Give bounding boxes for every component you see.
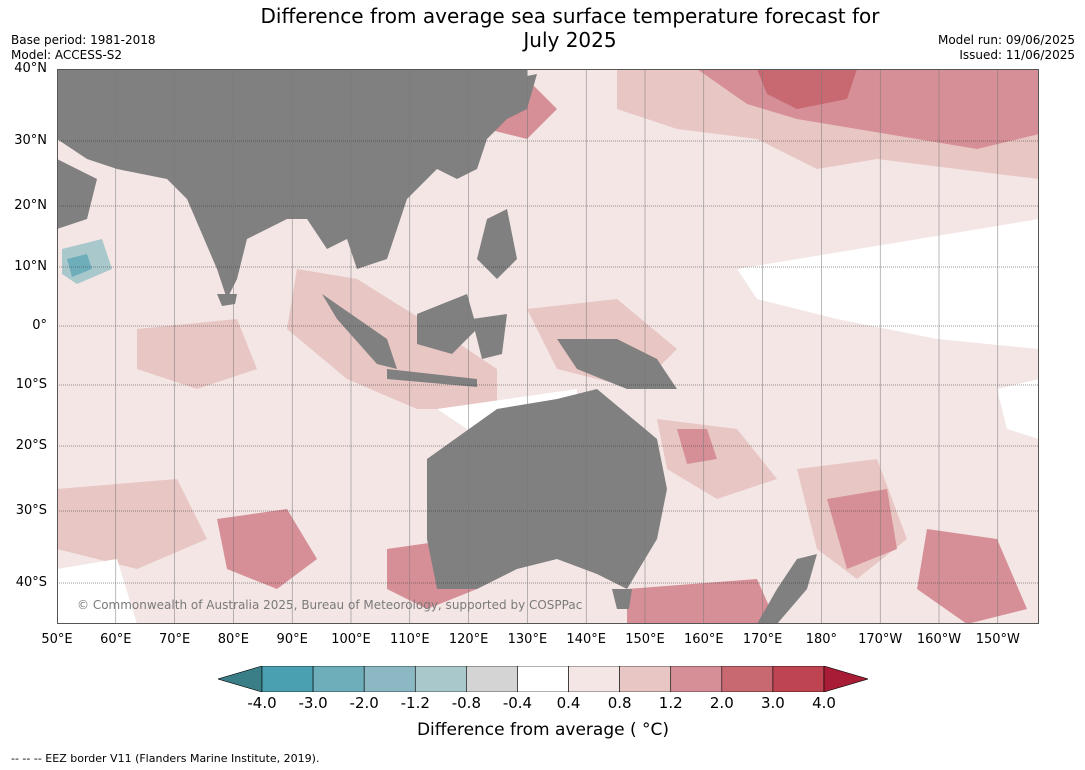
colorbar-tick-label: -2.0 xyxy=(349,694,379,712)
colorbar-segment xyxy=(466,666,518,692)
title-line-2: July 2025 xyxy=(523,28,617,52)
colorbar-segment xyxy=(517,666,569,692)
anomaly-area-sumatra xyxy=(287,269,497,409)
colorbar-tick-label: 0.4 xyxy=(556,694,581,712)
new-guinea xyxy=(557,339,677,389)
graticule xyxy=(57,69,1039,624)
anomaly-area-southwest-indian xyxy=(57,479,207,569)
longitude-label: 160°E xyxy=(684,632,724,647)
philippines xyxy=(477,209,517,279)
anomaly-area-south-of-australia xyxy=(627,579,777,624)
latitude-label: 10°S xyxy=(15,377,47,392)
colorbar-tick-label: -1.2 xyxy=(400,694,430,712)
neutral-area-southwest xyxy=(57,559,137,624)
colorbar-tick-label: 1.2 xyxy=(658,694,683,712)
latitude-label: 20°S xyxy=(15,438,47,453)
longitude-label: 50°E xyxy=(41,632,73,647)
colorbar-tick-label: -3.0 xyxy=(298,694,328,712)
colorbar-tick-label: 2.0 xyxy=(709,694,734,712)
arabian-peninsula xyxy=(57,159,97,229)
longitude-label: 170°E xyxy=(742,632,783,647)
latitude-label: 30°N xyxy=(14,133,47,148)
colorbar-segment xyxy=(363,666,416,692)
longitude-label: 160°W xyxy=(916,632,962,647)
model-info: Base period: 1981-2018 Model: ACCESS-S2 xyxy=(11,33,156,63)
eez-footnote: -- -- -- EEZ border V11 (Flanders Marine… xyxy=(11,752,320,765)
longitude-label: 60°E xyxy=(100,632,132,647)
colorbar-segment xyxy=(568,666,620,692)
colorbar-label: Difference from average ( °C) xyxy=(416,720,670,740)
anomaly-area-central-indian xyxy=(137,319,257,389)
colorbar-segment xyxy=(414,666,467,692)
tasmania xyxy=(612,589,632,609)
model-run: Model run: 09/06/2025 xyxy=(937,33,1075,47)
colorbar-segment xyxy=(670,666,723,692)
colorbar-segment xyxy=(261,666,314,692)
run-info: Model run: 09/06/2025 Issued: 11/06/2025 xyxy=(938,33,1075,63)
australia xyxy=(427,389,667,589)
base-period: Base period: 1981-2018 xyxy=(11,33,156,47)
latitude-label: 40°N xyxy=(14,61,47,76)
latitude-label: 0° xyxy=(32,318,47,333)
longitude-label: 150°W xyxy=(975,632,1020,647)
sumatra xyxy=(322,294,397,369)
title-line-1: Difference from average sea surface temp… xyxy=(260,4,880,28)
longitude-label: 170°W xyxy=(858,632,903,647)
map-title: Difference from average sea surface temp… xyxy=(200,4,940,52)
neutral-area-central-pacific xyxy=(737,219,1039,349)
latitude-label: 10°N xyxy=(14,259,47,274)
colorbar-extend-low xyxy=(218,666,263,692)
colorbar-tick-label: -4.0 xyxy=(247,694,277,712)
latitude-label: 20°N xyxy=(14,198,47,213)
longitude-label: 120°E xyxy=(448,632,489,647)
longitude-label: 140°E xyxy=(566,632,606,647)
colorbar-segment xyxy=(721,666,774,692)
colorbar-tick-label: -0.8 xyxy=(451,694,481,712)
colorbar-segment xyxy=(619,666,672,692)
colorbar-extend-high xyxy=(823,666,868,692)
colorbar-segment xyxy=(312,666,365,692)
map-svg xyxy=(57,69,1039,624)
anomaly-area-far-south-pacific xyxy=(917,529,1027,624)
new-zealand xyxy=(757,554,817,624)
longitude-label: 80°E xyxy=(217,632,250,647)
colorbar-tick-label: -0.4 xyxy=(502,694,533,712)
colorbar xyxy=(218,666,868,692)
sri-lanka xyxy=(217,294,237,306)
copyright-notice: © Commonwealth of Australia 2025, Bureau… xyxy=(77,598,583,612)
latitude-label: 40°S xyxy=(15,575,47,590)
longitude-label: 110°E xyxy=(390,632,430,647)
neutral-area-east-pacific xyxy=(997,379,1039,439)
colorbar-tick-label: 4.0 xyxy=(812,694,836,712)
longitude-label: 150°E xyxy=(625,632,665,647)
map-frame xyxy=(57,69,1039,624)
java xyxy=(387,369,477,387)
sst-anomaly-map: © Commonwealth of Australia 2025, Bureau… xyxy=(57,69,1039,624)
issued-date: Issued: 11/06/2025 xyxy=(959,48,1075,62)
latitude-label: 30°S xyxy=(15,503,47,518)
borneo xyxy=(417,294,477,354)
colorbar-tick-label: 0.8 xyxy=(607,694,632,712)
longitude-label: 70°E xyxy=(158,632,191,647)
sulawesi xyxy=(472,314,507,359)
longitude-label: 100°E xyxy=(331,632,371,647)
colorbar-segment xyxy=(772,666,825,692)
cool-anomaly-arabian-sea-core xyxy=(67,254,92,277)
longitude-label: 130°E xyxy=(507,632,548,647)
anomaly-area-tasman-core xyxy=(677,429,717,464)
longitude-label: 180° xyxy=(805,632,838,647)
colorbar-tick-label: 3.0 xyxy=(760,694,785,712)
longitude-label: 90°E xyxy=(276,632,308,647)
anomaly-area-north-pacific-core xyxy=(757,69,857,109)
anomaly-area-south-pacific-core xyxy=(827,489,897,569)
korea-japan xyxy=(507,74,537,119)
model-name: Model: ACCESS-S2 xyxy=(11,48,123,62)
